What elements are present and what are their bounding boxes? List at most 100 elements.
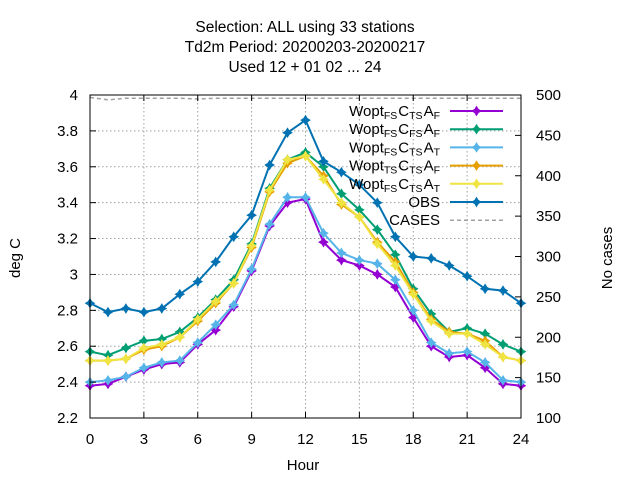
legend-entry: WoptFSCTSAF [349, 103, 503, 122]
data-point-core [321, 230, 326, 236]
data-point-core [267, 222, 272, 227]
data-point-core [285, 195, 290, 200]
data-point-core [123, 356, 129, 361]
y2-tick-label: 300 [536, 249, 561, 266]
data-point-core [159, 336, 165, 342]
x-tick-label: 0 [86, 431, 94, 448]
data-point-core [357, 257, 362, 263]
data-point-core [159, 360, 165, 365]
axes [89, 94, 522, 419]
series-lines [84, 114, 527, 392]
data-point-core [393, 284, 398, 290]
data-point-core [321, 159, 326, 164]
x-tick-label: 24 [513, 431, 530, 448]
legend-marker-core [474, 181, 479, 186]
data-point-core [500, 342, 506, 347]
y-tick-label: 4 [70, 87, 78, 104]
legend-entry: WoptFSCFSAF [349, 121, 503, 140]
data-point-core [464, 349, 470, 354]
data-point-core [159, 342, 165, 347]
legend-label: CASES [389, 212, 440, 229]
data-point-core [123, 345, 129, 351]
legend-label: OBS [408, 194, 440, 211]
data-point-core [123, 306, 129, 311]
data-point-core [393, 277, 398, 283]
legend-marker-core [474, 108, 479, 114]
legend-label: WoptFSCTSAT [349, 176, 440, 195]
data-point-core [303, 117, 308, 123]
data-point-core [285, 200, 290, 205]
x-tick-label: 6 [194, 431, 202, 448]
data-point-core [357, 263, 362, 268]
data-point-core [267, 162, 272, 168]
data-point-core [249, 266, 254, 272]
data-point-core [195, 317, 200, 322]
data-point-core [141, 345, 147, 351]
data-point-core [321, 164, 326, 169]
x-tick-label: 18 [405, 431, 422, 448]
y-tick-label: 2.8 [57, 302, 78, 319]
data-point-core [429, 311, 434, 317]
data-point-core [393, 252, 398, 257]
data-point-core [482, 365, 488, 370]
y2-tick-label: 500 [536, 87, 561, 104]
title-line-1: Selection: ALL using 33 stations [195, 19, 414, 36]
y2-tick-label: 450 [536, 127, 561, 144]
data-point-core [321, 177, 326, 182]
data-point-core [339, 250, 344, 256]
data-point-core [303, 153, 308, 159]
data-point-core [231, 281, 236, 286]
data-point-core [195, 340, 200, 345]
y-tick-label: 2.2 [57, 410, 78, 427]
data-point-core [446, 263, 452, 268]
data-point-core [411, 308, 416, 313]
legend-label: WoptTSCTSAF [349, 158, 440, 177]
data-point-core [375, 227, 380, 232]
legend-entry: CASES [389, 212, 503, 229]
title-line-3: Used 12 + 01 02 ... 24 [229, 59, 382, 76]
data-point-core [464, 331, 470, 336]
tick-labels: 0 3 6 9 12 15 18 21 24 2.2 2.4 2.6 2.8 3 3.2 3.4 3.6 3.8 4… [57, 87, 561, 448]
legend-entry: WoptFSCTSAT [349, 176, 503, 195]
data-point-core [339, 169, 344, 175]
data-point-core [500, 288, 506, 293]
legend-entry: OBS [408, 194, 503, 211]
legend-label: WoptFSCTSAF [349, 103, 440, 122]
data-point-core [213, 322, 218, 327]
data-point-core [339, 200, 344, 205]
data-point-core [357, 182, 362, 187]
y-tick-label: 3.8 [57, 123, 78, 140]
data-point-core [177, 329, 182, 335]
x-tick-label: 9 [247, 431, 255, 448]
legend-label: WoptFSCFSAF [349, 121, 440, 140]
legend-label: WoptFSCTSAT [349, 139, 440, 158]
y2-tick-label: 250 [536, 289, 561, 306]
data-point-core [249, 243, 254, 248]
data-point-core [177, 335, 182, 340]
x-tick-label: 15 [351, 431, 368, 448]
y2-tick-label: 150 [536, 370, 561, 387]
data-point-core [123, 374, 129, 379]
legend-marker-core [474, 199, 479, 205]
data-point-core [105, 378, 111, 383]
legend: WoptFSCTSAFWoptFSCFSAFWoptFSCTSATWoptTSC… [349, 103, 503, 229]
y-tick-label: 3.2 [57, 231, 78, 248]
legend-entry: WoptTSCTSAF [349, 158, 503, 177]
y2-tick-label: 350 [536, 208, 561, 225]
data-point-core [159, 306, 165, 311]
data-point-core [411, 254, 416, 259]
data-point-core [429, 340, 434, 345]
y-tick-label: 2.4 [57, 374, 78, 391]
x-tick-label: 3 [140, 431, 148, 448]
data-point-core [285, 157, 290, 162]
title-line-2: Td2m Period: 20200203-20200217 [185, 39, 425, 56]
data-point-core [339, 191, 344, 196]
data-point-core [213, 259, 218, 265]
data-point-core [357, 214, 362, 220]
data-point-core [141, 338, 147, 344]
data-point-core [141, 365, 147, 370]
data-point-core [375, 272, 380, 277]
series-4 [84, 150, 527, 366]
data-point-core [482, 286, 488, 291]
data-point-core [500, 354, 506, 360]
